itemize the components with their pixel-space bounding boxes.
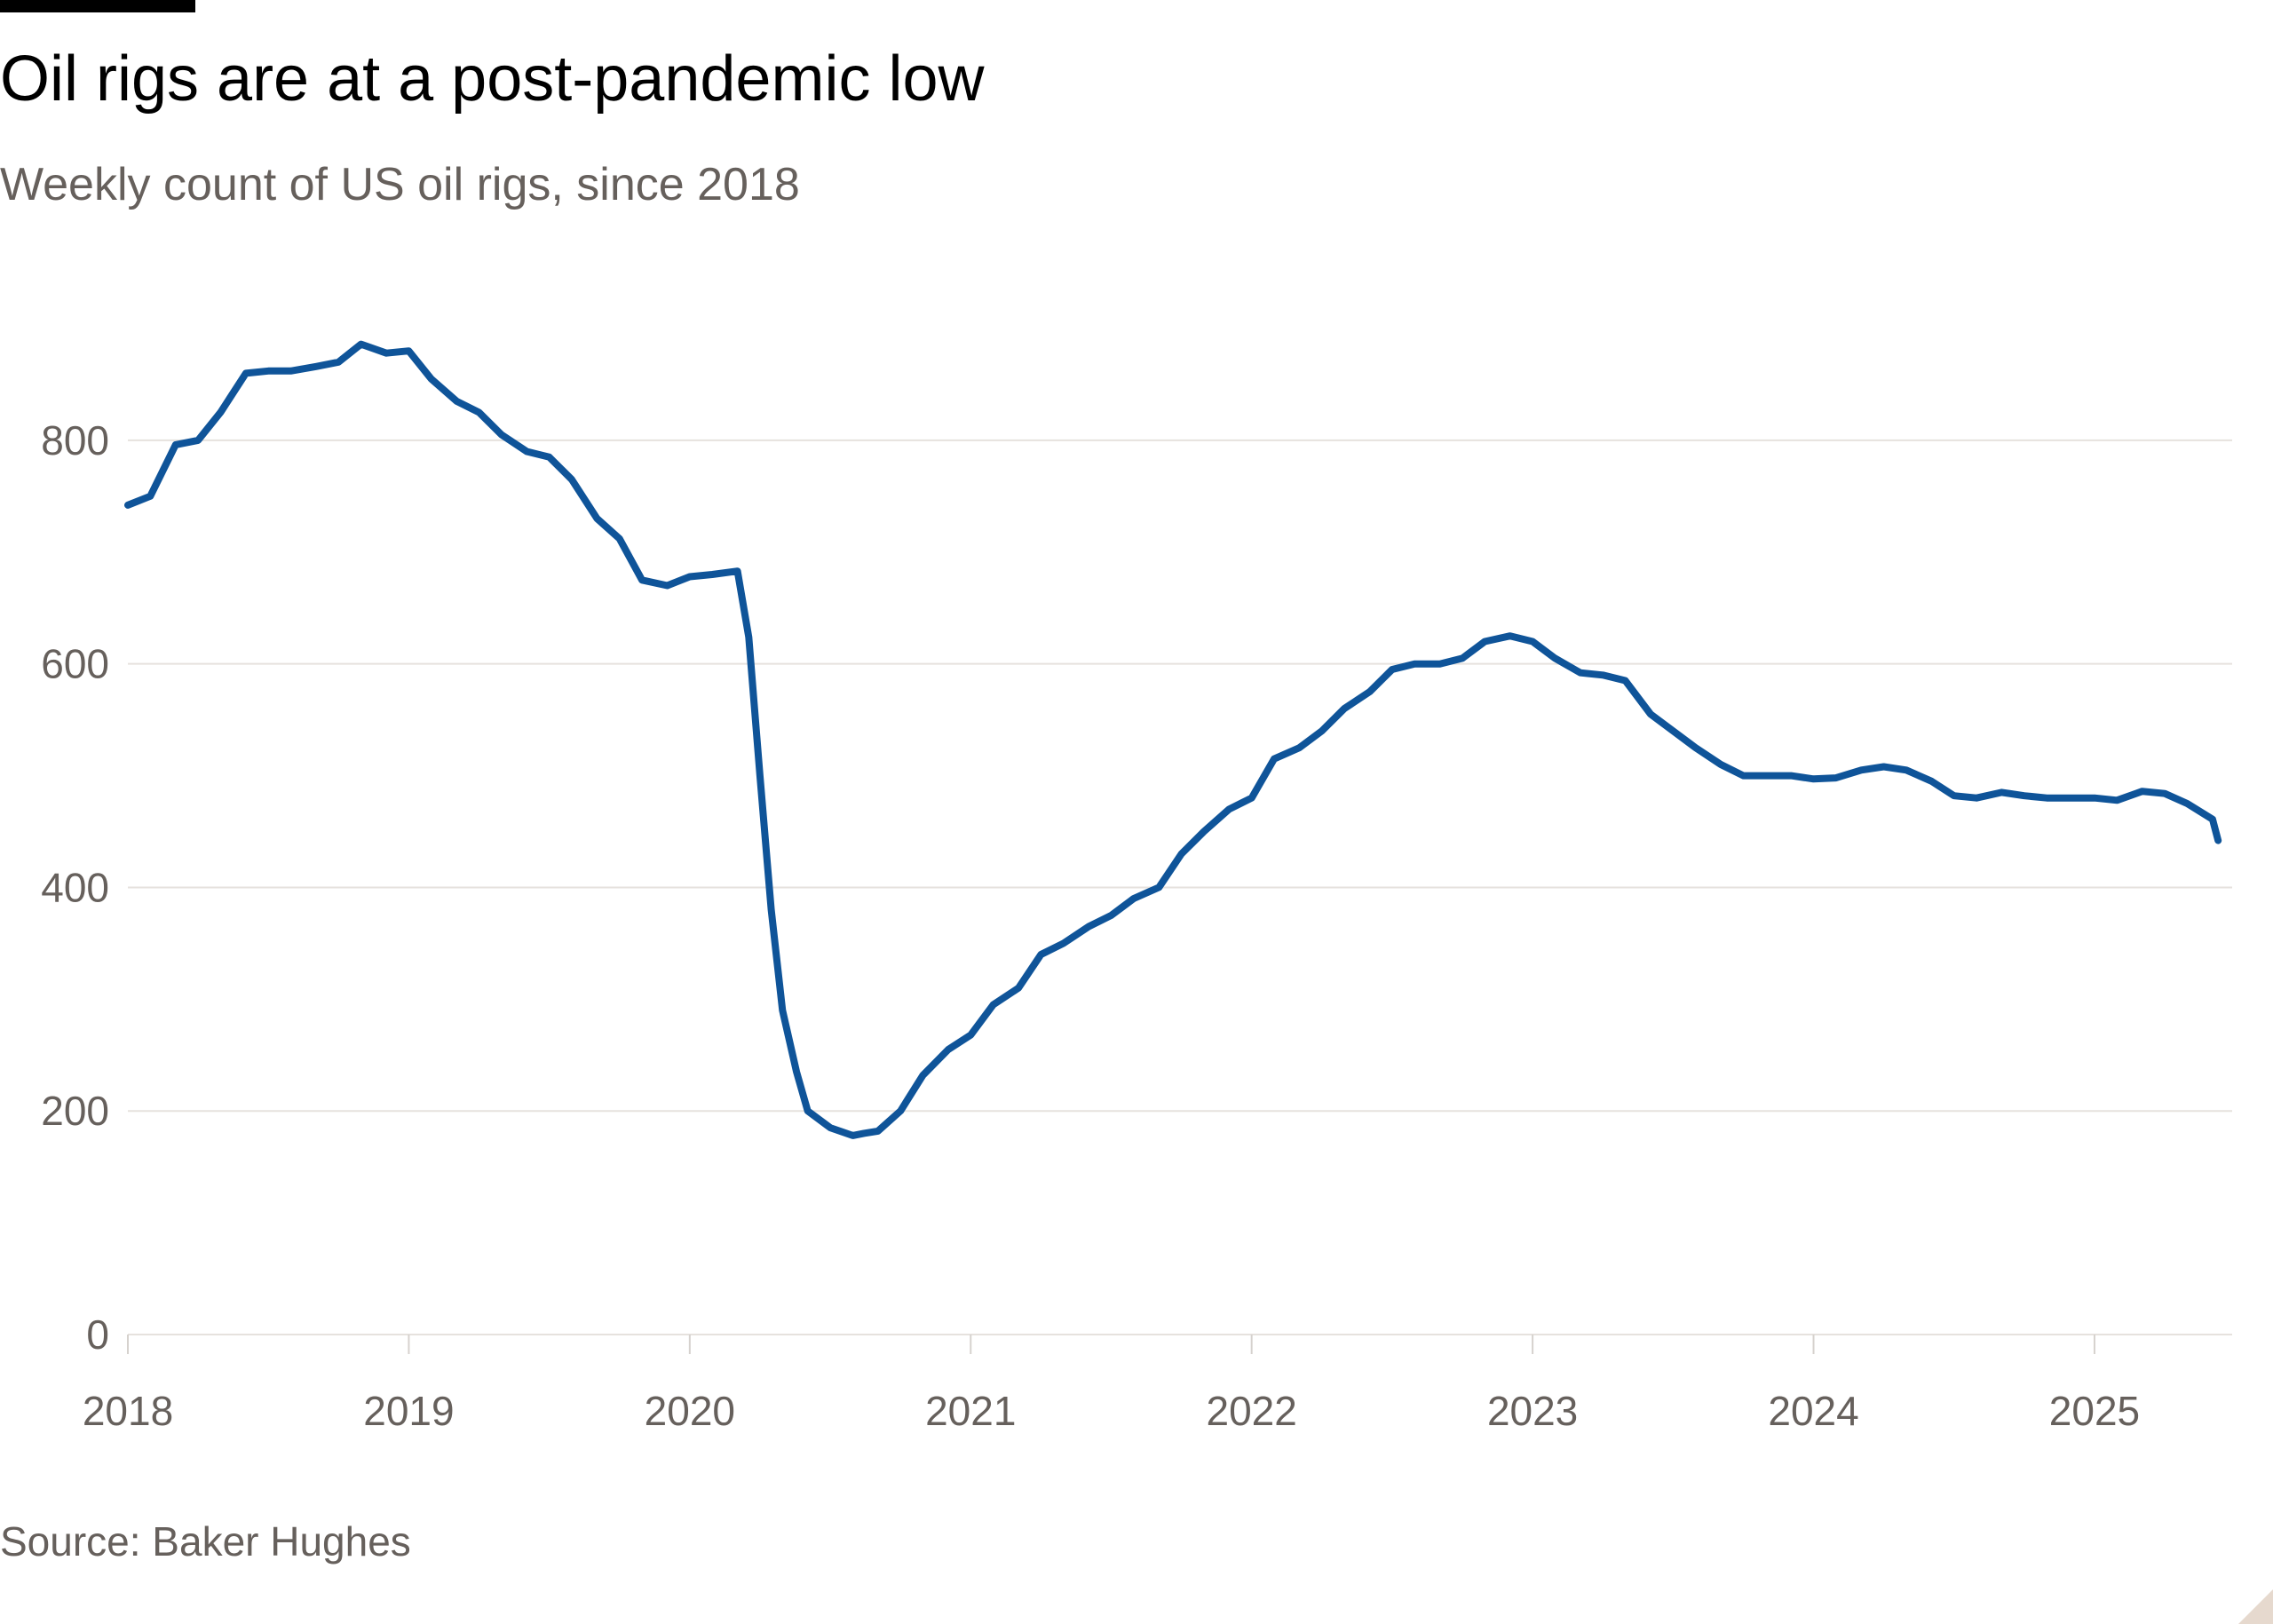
y-tick-label: 200 [41, 1088, 109, 1134]
x-tick-label: 2020 [645, 1388, 735, 1434]
x-tick-label: 2023 [1487, 1388, 1578, 1434]
x-tick-label: 2021 [925, 1388, 1016, 1434]
data-line [124, 340, 2222, 1139]
y-tick-label: 400 [41, 864, 109, 910]
chart-title: Oil rigs are at a post-pandemic low [0, 44, 985, 115]
x-tick-label: 2018 [83, 1388, 173, 1434]
chart-subtitle: Weekly count of US oil rigs, since 2018 [0, 159, 800, 210]
corner [2238, 1589, 2273, 1624]
x-tick-label: 2025 [2049, 1388, 2140, 1434]
x-tick-label: 2019 [363, 1388, 454, 1434]
x-tick-label: 2022 [1207, 1388, 1297, 1434]
y-tick-label: 800 [41, 417, 109, 463]
title-bar [0, 0, 195, 12]
source: Source: Baker Hughes [0, 1518, 411, 1565]
x-tick-label: 2024 [1768, 1388, 1858, 1434]
y-tick-label: 600 [41, 641, 109, 687]
y-tick-label: 0 [86, 1311, 109, 1358]
